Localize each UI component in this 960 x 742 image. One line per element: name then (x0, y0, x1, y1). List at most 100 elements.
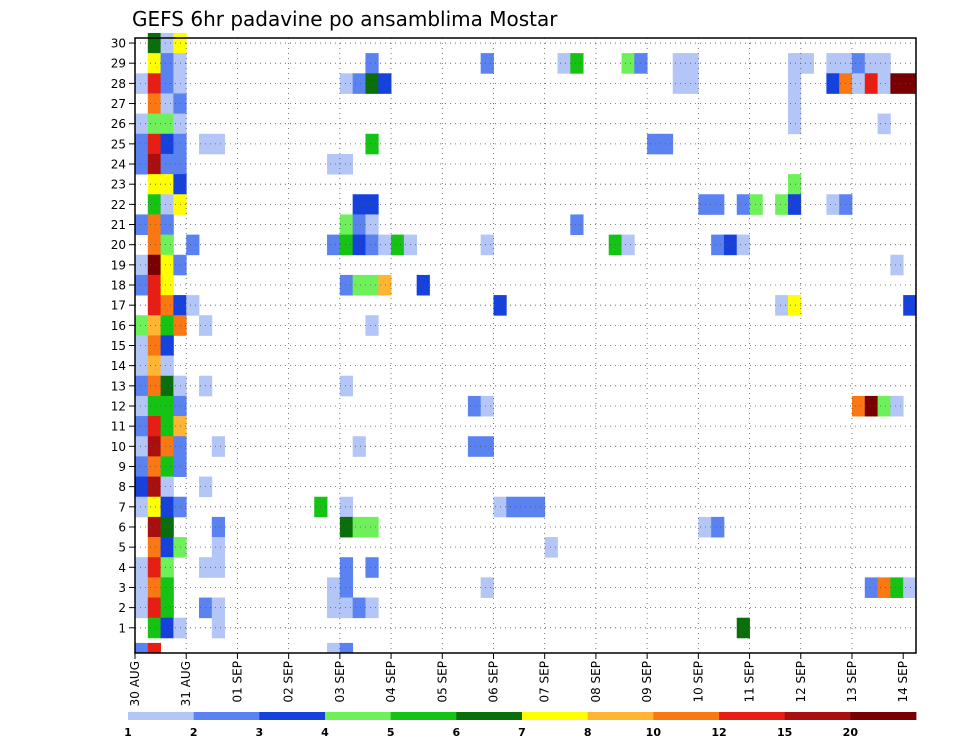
legend-label: 2 (190, 726, 198, 739)
y-tick-label: 13 (111, 379, 126, 393)
legend-swatch (522, 712, 589, 720)
legend-swatch (456, 712, 523, 720)
heatmap-cell (672, 53, 686, 74)
heatmap-cell (787, 295, 802, 316)
legend-swatch (390, 712, 457, 720)
heatmap-cell (160, 153, 174, 175)
heatmap-cell (339, 153, 354, 175)
heatmap-cell (864, 53, 878, 74)
legend-swatch (128, 712, 195, 720)
y-tick-label: 16 (111, 319, 126, 333)
heatmap-cell (775, 194, 789, 215)
heatmap-cell (826, 73, 840, 94)
heatmap-cell (135, 642, 149, 654)
heatmap-cell (339, 577, 354, 598)
heatmap-cell (903, 295, 917, 316)
heatmap-cell (147, 73, 161, 94)
heatmap-cell (186, 295, 200, 316)
heatmap-cell (160, 516, 174, 538)
heatmap-cell (160, 274, 174, 296)
y-tick-label: 28 (111, 77, 126, 91)
heatmap-cell (352, 436, 366, 457)
y-tick-label: 26 (111, 117, 126, 131)
heatmap-cell (327, 642, 341, 654)
heatmap-cell (365, 597, 379, 619)
heatmap-cell (570, 214, 584, 235)
heatmap-cell (327, 153, 341, 175)
heatmap-cell (160, 295, 174, 316)
heatmap-cell (147, 133, 161, 155)
heatmap-cell (352, 516, 366, 538)
y-tick-label: 14 (111, 359, 126, 373)
heatmap-cell (659, 133, 674, 155)
heatmap-cell (160, 375, 174, 397)
legend-label: 20 (843, 726, 859, 739)
heatmap-cell (147, 416, 161, 437)
heatmap-cell (339, 557, 354, 578)
x-tick-label: 11 SEP (743, 661, 757, 703)
y-tick-label: 3 (118, 581, 126, 595)
legend-label: 3 (256, 726, 264, 739)
y-tick-label: 5 (118, 541, 126, 555)
heatmap-cell (378, 234, 392, 256)
heatmap-cell (787, 73, 802, 94)
legend-label: 1 (124, 726, 132, 739)
heatmap-cell (467, 436, 482, 457)
heatmap-cell (365, 315, 379, 336)
heatmap-cell (211, 597, 226, 619)
y-tick-label: 15 (111, 339, 126, 353)
heatmap-cell (480, 577, 494, 598)
heatmap-cell (160, 456, 174, 477)
heatmap-cell (160, 496, 174, 518)
heatmap-cell (877, 73, 891, 94)
x-tick-label: 04 SEP (384, 661, 398, 703)
heatmap-cell (851, 73, 866, 94)
heatmap-cell (698, 516, 712, 538)
heatmap-cell (160, 537, 174, 558)
heatmap-cell (378, 73, 392, 94)
heatmap-cell (352, 274, 366, 296)
heatmap-cell (903, 73, 917, 94)
y-tick-label: 11 (111, 420, 126, 434)
y-tick-label: 12 (111, 399, 126, 413)
heatmap-cell (775, 295, 789, 316)
heatmap-cell (135, 355, 149, 377)
y-tick-label: 10 (111, 440, 126, 454)
heatmap-cell (544, 537, 558, 558)
heatmap-cell (160, 93, 174, 115)
heatmap-cell (621, 234, 635, 256)
y-tick-label: 17 (111, 299, 126, 313)
heatmap-cell (877, 577, 891, 598)
legend-swatch (653, 712, 720, 720)
heatmap-cell (685, 53, 699, 74)
heatmap-cell (147, 476, 161, 498)
heatmap-cell (339, 597, 354, 619)
heatmap-cell (557, 53, 571, 74)
heatmap-cell (864, 395, 878, 417)
heatmap-cell (147, 274, 161, 296)
heatmap-cell (160, 254, 174, 276)
y-tick-label: 19 (111, 258, 126, 272)
heatmap-cell (135, 113, 149, 135)
heatmap-cell (147, 642, 161, 654)
heatmap-cell (890, 254, 904, 276)
y-tick-label: 27 (111, 97, 126, 111)
heatmap-cell (211, 133, 226, 155)
heatmap-cell (160, 436, 174, 457)
y-tick-label: 25 (111, 137, 126, 151)
x-axis-ticks: 30 AUG 31 AUG 01 SEP 02 SEP 03 SEP 04 SEP 05 S… (128, 653, 910, 706)
heatmap-cell (339, 234, 354, 256)
heatmap-cell (160, 476, 174, 498)
heatmap-cell (365, 73, 379, 94)
heatmap-cell (147, 32, 161, 54)
heatmap-cell (147, 395, 161, 417)
x-tick-label: 01 SEP (230, 661, 244, 703)
heatmap-cell (365, 234, 379, 256)
heatmap-cell (135, 395, 149, 417)
legend-swatch (784, 712, 851, 720)
heatmap-cell (160, 53, 174, 74)
heatmap-cell (826, 53, 840, 74)
heatmap-cell (480, 395, 494, 417)
heatmap-cell (570, 53, 584, 74)
heatmap-cell (327, 234, 341, 256)
